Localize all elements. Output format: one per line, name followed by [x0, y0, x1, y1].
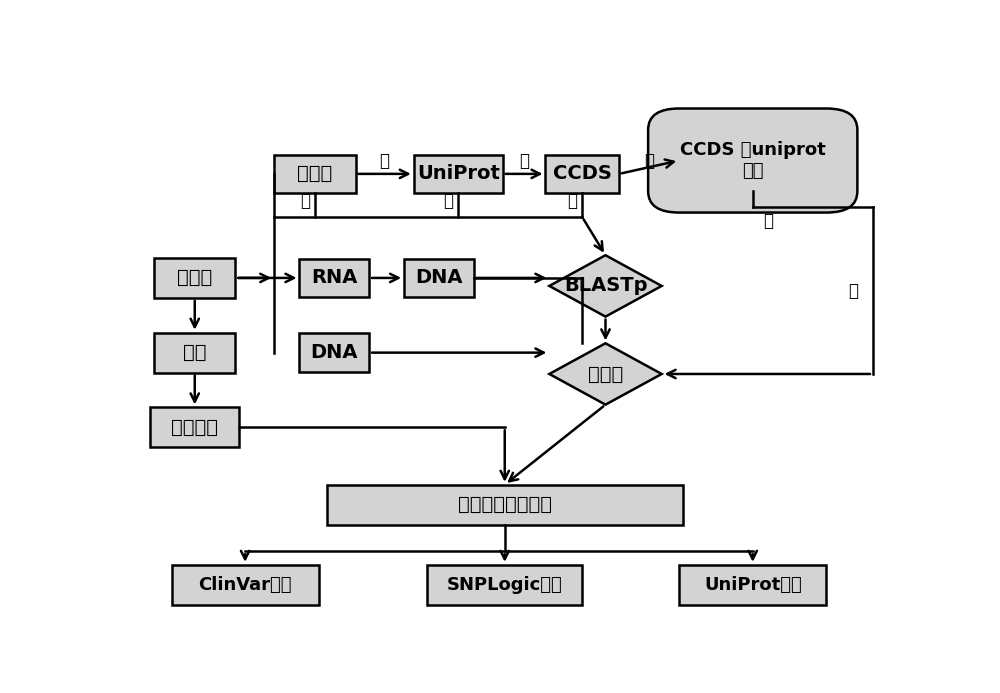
- Text: 复合物: 复合物: [177, 268, 212, 288]
- FancyBboxPatch shape: [299, 258, 369, 297]
- Polygon shape: [549, 255, 662, 317]
- Text: 距离: 距离: [183, 343, 207, 362]
- FancyBboxPatch shape: [154, 258, 235, 298]
- FancyBboxPatch shape: [274, 155, 356, 193]
- Text: BLASTp: BLASTp: [564, 277, 647, 295]
- Text: SNPLogic疾病: SNPLogic疾病: [447, 576, 563, 594]
- Text: 否: 否: [300, 192, 310, 210]
- FancyBboxPatch shape: [154, 333, 235, 373]
- Polygon shape: [549, 343, 662, 405]
- Text: 否: 否: [567, 192, 577, 210]
- Text: 蛋白质: 蛋白质: [297, 164, 332, 184]
- FancyBboxPatch shape: [172, 565, 319, 605]
- FancyBboxPatch shape: [150, 407, 239, 448]
- FancyBboxPatch shape: [414, 155, 503, 193]
- Text: RNA: RNA: [311, 268, 357, 288]
- Text: CCDS: CCDS: [553, 164, 612, 184]
- FancyBboxPatch shape: [404, 258, 474, 297]
- Text: ClinVar疾病: ClinVar疾病: [198, 576, 292, 594]
- Text: 是: 是: [380, 152, 390, 170]
- Text: 基因组: 基因组: [588, 365, 623, 383]
- Text: DNA: DNA: [310, 343, 358, 362]
- Text: UniProt疾病: UniProt疾病: [704, 576, 802, 594]
- Text: 是: 是: [644, 152, 654, 170]
- Text: UniProt: UniProt: [417, 164, 500, 184]
- Text: DNA: DNA: [415, 268, 463, 288]
- Text: CCDS 与uniprot
匹配: CCDS 与uniprot 匹配: [680, 141, 826, 180]
- FancyBboxPatch shape: [326, 484, 683, 525]
- Text: 是: 是: [519, 152, 529, 170]
- Text: 基因组上结合位点: 基因组上结合位点: [458, 495, 552, 514]
- Text: 结合位点: 结合位点: [171, 418, 218, 437]
- Text: 是: 是: [848, 281, 858, 299]
- FancyBboxPatch shape: [427, 565, 582, 605]
- FancyBboxPatch shape: [679, 565, 826, 605]
- Text: 否: 否: [443, 192, 453, 210]
- FancyBboxPatch shape: [648, 109, 857, 213]
- FancyBboxPatch shape: [545, 155, 619, 193]
- Text: 否: 否: [763, 211, 773, 229]
- FancyBboxPatch shape: [299, 333, 369, 372]
